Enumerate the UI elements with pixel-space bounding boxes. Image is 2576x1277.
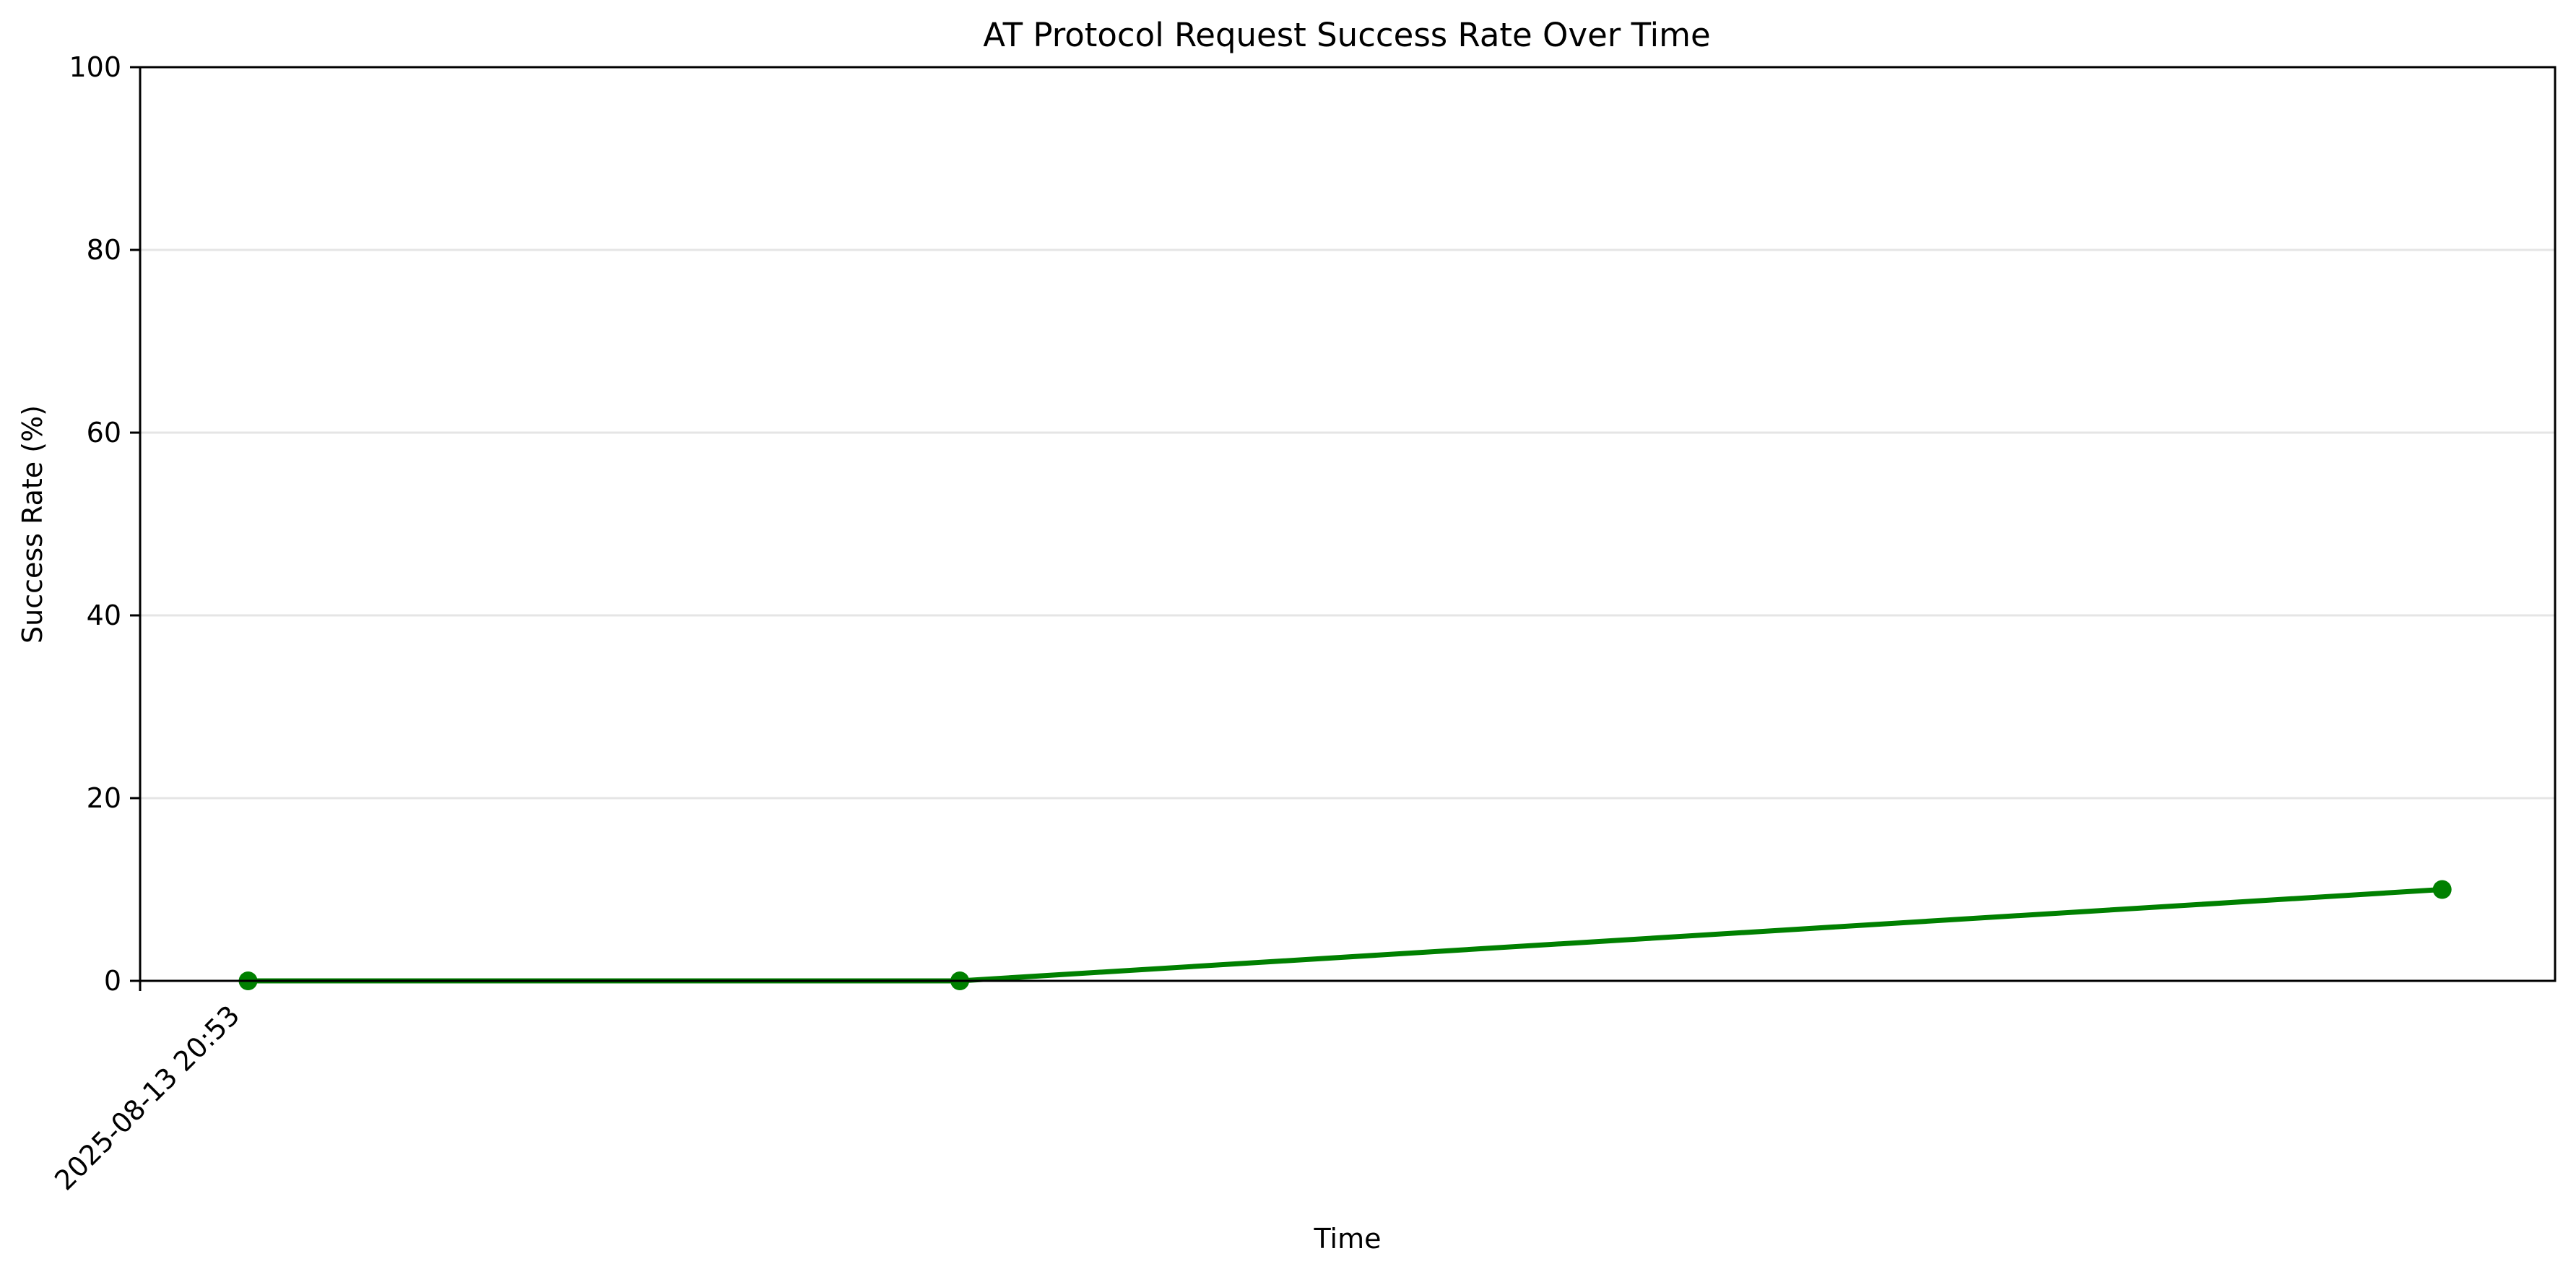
y-tick-label-60: 60 bbox=[87, 417, 121, 449]
y-tick-label-80: 80 bbox=[87, 234, 121, 266]
y-tick-label-100: 100 bbox=[69, 51, 121, 83]
x-axis-label: Time bbox=[1314, 1223, 1382, 1255]
plot-frame bbox=[139, 66, 2557, 982]
data-point-2 bbox=[2432, 880, 2452, 899]
y-tick-label-0: 0 bbox=[104, 965, 121, 997]
grid-lines bbox=[140, 248, 2555, 800]
y-axis-ticks: 0 20 40 60 80 100 bbox=[69, 51, 140, 997]
y-axis-label: Success Rate (%) bbox=[17, 405, 48, 644]
y-tick-label-20: 20 bbox=[87, 782, 121, 814]
chart-title: AT Protocol Request Success Rate Over Ti… bbox=[983, 16, 1710, 54]
y-tick-label-40: 40 bbox=[87, 599, 121, 631]
